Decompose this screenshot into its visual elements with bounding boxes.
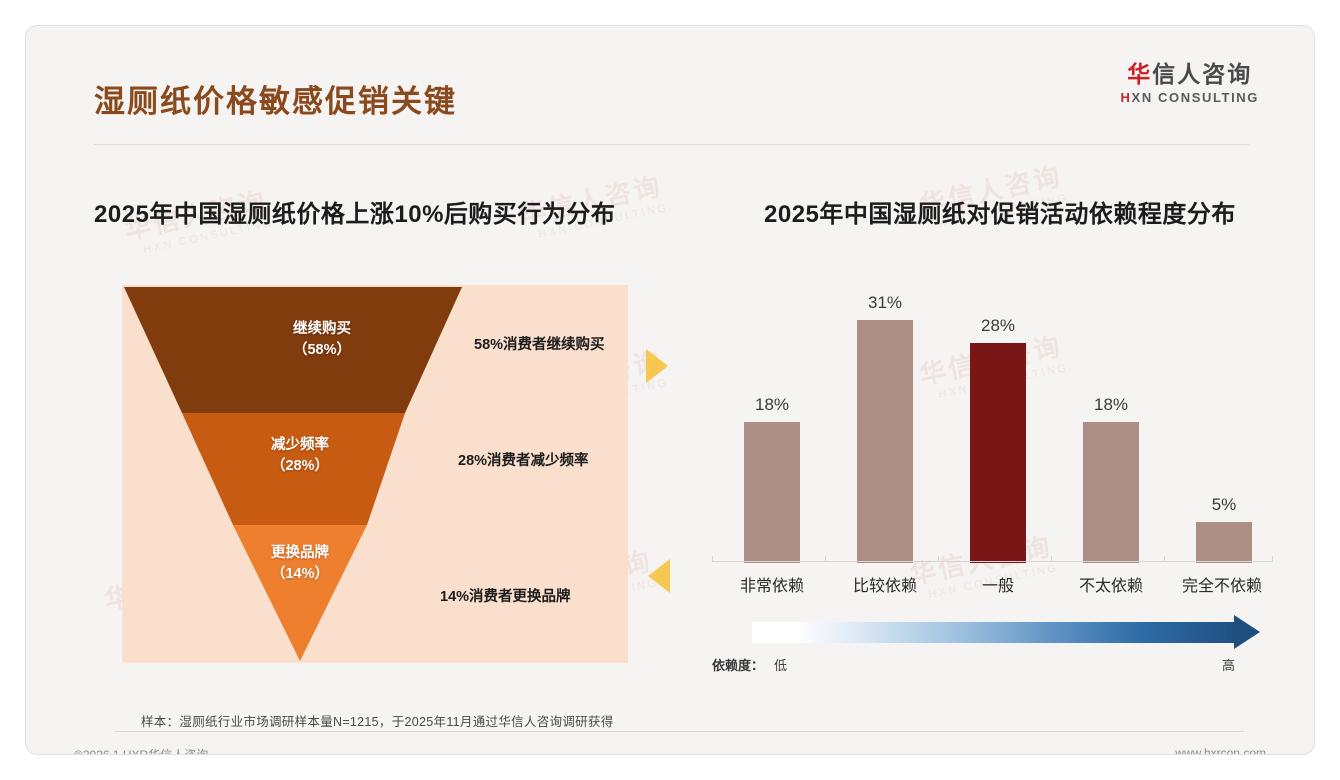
gradient-arrow-icon [1234, 615, 1260, 649]
logo-english-first: H [1120, 90, 1132, 106]
company-logo: 华信人咨询 HXN CONSULTING [1121, 61, 1259, 105]
header-divider [94, 144, 1249, 145]
logo-english-rest: XN CONSULTING [1131, 90, 1259, 106]
left-chart-heading: 2025年中国湿厕纸价格上涨10%后购买行为分布 [94, 201, 616, 228]
logo-chinese: 华信人咨询 [1121, 61, 1259, 87]
bar-category-label: 完全不依赖 [1181, 578, 1262, 595]
bar-value-label: 18% [1093, 395, 1129, 414]
funnel-stage-1-note: 58%消费者继续购买 [474, 337, 605, 353]
slide-header: 湿厕纸价格敏感促销关键 华信人咨询 HXN CONSULTING [26, 26, 1314, 122]
bar-group: 18% [744, 395, 800, 563]
funnel-stage-1-pct: （58%） [292, 342, 352, 359]
axis-tick [1164, 556, 1165, 562]
bar-category-label: 一般 [981, 578, 1014, 595]
bar-group: 28% [970, 316, 1026, 563]
bar-chart: 18% 31% 28% 18% 5% [712, 288, 1272, 563]
funnel-stage-1-name: 继续购买 [293, 321, 351, 337]
bar-value-label: 18% [754, 395, 790, 414]
funnel-stage-3-note: 14%消费者更换品牌 [440, 589, 571, 605]
bar-rect [1083, 422, 1139, 563]
funnel-stage-2-label: 减少频率 （28%） [190, 435, 410, 477]
funnel-svg [122, 285, 628, 663]
bar-value-label: 31% [867, 293, 903, 312]
funnel-stage-1-label: 继续购买 （58%） [212, 319, 432, 361]
page-title: 湿厕纸价格敏感促销关键 [94, 84, 457, 119]
gradient-bar [752, 622, 1240, 643]
funnel-stage-3-pct: （14%） [270, 566, 330, 583]
funnel-stage-3-name: 更换品牌 [271, 545, 329, 561]
source-note: 样本：湿厕纸行业市场调研样本量N=1215，于2025年11月通过华信人咨询调研… [141, 715, 614, 729]
logo-chinese-rest: 信人咨询 [1152, 61, 1253, 87]
logo-english: HXN CONSULTING [1121, 90, 1259, 105]
bar-category-label: 非常依赖 [739, 578, 804, 595]
funnel-stage-1 [124, 287, 462, 413]
axis-tick [712, 556, 713, 562]
slide-canvas: 华信人咨询 HXN CONSULTING 华信人咨询 HXN CONSULTING … [25, 25, 1315, 755]
logo-chinese-first: 华 [1127, 61, 1153, 87]
funnel-stage-2-name: 减少频率 [271, 437, 329, 453]
legend-high-label: 高 [1222, 658, 1236, 673]
axis-tick [825, 556, 826, 562]
bar-chart-axis [712, 561, 1272, 562]
funnel-stage-2 [182, 413, 405, 525]
bar-rect [1196, 522, 1252, 563]
bar-category-label: 不太依赖 [1078, 578, 1143, 595]
website-link[interactable]: www.hxrcon.com [1175, 746, 1266, 755]
funnel-stage-3-label: 更换品牌 （14%） [190, 543, 410, 585]
bar-group: 5% [1196, 495, 1252, 563]
bar-rect [857, 320, 913, 563]
bar-rect-highlight [970, 343, 1026, 563]
footer-divider [114, 731, 1244, 732]
funnel-stage-2-pct: （28%） [270, 458, 330, 475]
bar-group: 18% [1083, 395, 1139, 563]
bar-rect [744, 422, 800, 563]
funnel-stage-3 [233, 525, 367, 661]
copyright-text: ©2026.1 HXR华信人咨询 [74, 748, 209, 755]
arrow-left-icon [648, 559, 670, 593]
axis-tick [1051, 556, 1052, 562]
funnel-chart: 继续购买 （58%） 减少频率 （28%） 更换品牌 （14%） 58%消费者继… [122, 285, 628, 663]
legend-title: 依赖度： [712, 658, 765, 673]
bar-category-label: 比较依赖 [852, 578, 917, 595]
arrow-right-icon [646, 349, 668, 383]
bar-value-label: 28% [980, 316, 1016, 335]
funnel-stage-2-note: 28%消费者减少频率 [458, 453, 589, 469]
axis-tick [1272, 556, 1273, 562]
bar-group: 31% [857, 293, 913, 563]
axis-tick [938, 556, 939, 562]
legend-low-label: 低 [774, 658, 788, 673]
bar-value-label: 5% [1211, 495, 1237, 514]
right-chart-heading: 2025年中国湿厕纸对促销活动依赖程度分布 [764, 201, 1236, 228]
